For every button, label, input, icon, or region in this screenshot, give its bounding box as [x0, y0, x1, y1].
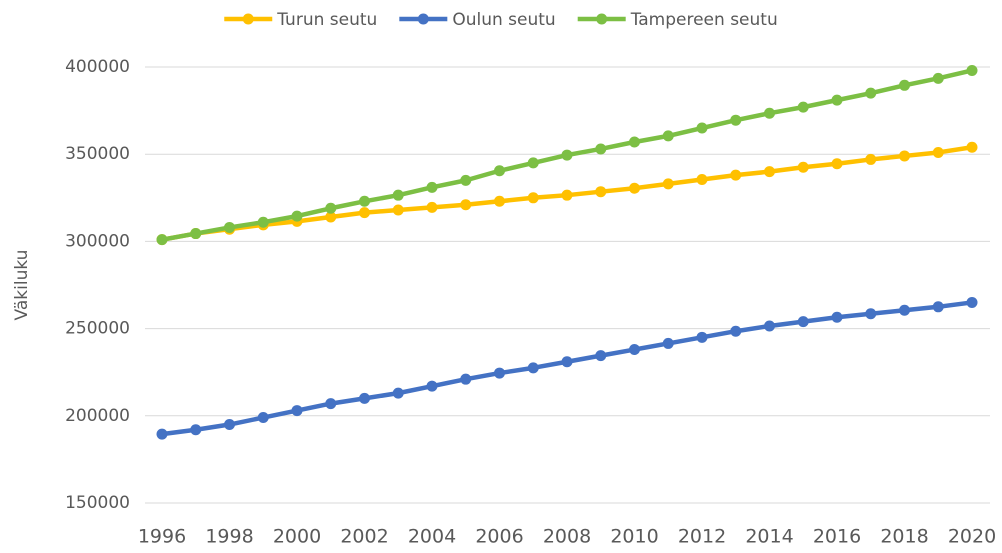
data-point [426, 181, 438, 193]
data-point [831, 311, 843, 323]
data-point [629, 344, 640, 356]
data-point [426, 380, 438, 392]
data-point [899, 79, 910, 91]
data-point [190, 424, 202, 436]
data-point [932, 146, 944, 158]
data-point [764, 166, 775, 178]
data-point [460, 199, 472, 211]
data-point [325, 398, 337, 410]
data-point [325, 202, 337, 214]
x-tick-label: 2002 [340, 526, 388, 548]
data-point [730, 325, 742, 337]
data-point [797, 316, 809, 328]
data-point [527, 157, 539, 169]
y-tick-label: 300000 [65, 231, 130, 251]
data-point [392, 189, 404, 201]
data-point [899, 150, 910, 162]
data-point [629, 136, 640, 148]
data-point [629, 182, 640, 194]
data-point [966, 296, 978, 308]
data-point [561, 356, 573, 368]
data-point [932, 301, 944, 313]
x-tick-label: 2016 [813, 526, 861, 548]
data-point [797, 101, 809, 113]
x-tick-label: 2008 [543, 526, 591, 548]
data-point [494, 195, 505, 207]
data-point [359, 195, 370, 207]
y-tick-label: 150000 [65, 493, 130, 513]
x-tick-label: 2018 [880, 526, 928, 548]
data-point [359, 207, 370, 219]
data-point [595, 186, 607, 198]
data-point [460, 373, 472, 385]
y-tick-label: 200000 [65, 406, 130, 426]
data-point [156, 428, 168, 440]
x-tick-label: 2014 [745, 526, 793, 548]
series-line [161, 300, 973, 437]
data-point [662, 130, 674, 142]
x-tick-label: 2012 [678, 526, 726, 548]
data-point [966, 141, 978, 153]
data-point [561, 189, 573, 201]
legend-marker [596, 13, 608, 25]
legend-marker [417, 13, 429, 25]
data-point [527, 362, 539, 374]
legend-marker [242, 13, 254, 25]
data-point [831, 94, 843, 106]
data-point [966, 64, 978, 76]
data-point [662, 337, 674, 349]
x-tick-label: 2000 [273, 526, 321, 548]
data-point [764, 320, 775, 332]
y-axis-label: Väkiluku [12, 250, 32, 321]
data-point [494, 165, 505, 177]
data-point [392, 387, 404, 399]
data-point [190, 228, 202, 240]
x-tick-label: 2010 [610, 526, 658, 548]
data-point [224, 419, 235, 431]
data-point [527, 192, 539, 204]
y-tick-label: 350000 [65, 144, 130, 164]
data-point [291, 405, 303, 417]
legend-label: Oulun seutu [452, 10, 555, 30]
x-tick-label: 1998 [205, 526, 253, 548]
x-tick-label: 1996 [138, 526, 186, 548]
data-point [730, 114, 742, 126]
data-point [291, 210, 303, 222]
legend-label: Tampereen seutu [630, 10, 778, 30]
data-point [494, 367, 505, 379]
data-point [426, 201, 438, 213]
data-point [831, 158, 843, 170]
data-point [460, 174, 472, 186]
data-point [797, 161, 809, 173]
data-point [865, 153, 877, 165]
x-tick-label: 2006 [475, 526, 523, 548]
data-point [696, 331, 708, 343]
data-point [595, 143, 607, 155]
data-point [696, 173, 708, 185]
data-point [257, 412, 269, 424]
x-tick-label: 2020 [948, 526, 996, 548]
data-point [696, 122, 708, 134]
data-point [561, 149, 573, 161]
data-point [865, 308, 877, 320]
data-point [595, 350, 607, 362]
data-point [325, 211, 337, 223]
legend-label: Turun seutu [276, 10, 377, 30]
data-point [257, 216, 269, 228]
data-point [156, 234, 168, 246]
data-point [392, 204, 404, 216]
data-point [865, 87, 877, 99]
y-tick-label: 400000 [65, 57, 130, 77]
y-tick-label: 250000 [65, 319, 130, 339]
x-tick-label: 2004 [408, 526, 456, 548]
data-point [359, 392, 370, 404]
data-point [662, 178, 674, 190]
data-point [899, 304, 910, 316]
data-point [764, 107, 775, 119]
data-point [730, 169, 742, 181]
data-point [224, 221, 235, 233]
data-point [932, 72, 944, 84]
